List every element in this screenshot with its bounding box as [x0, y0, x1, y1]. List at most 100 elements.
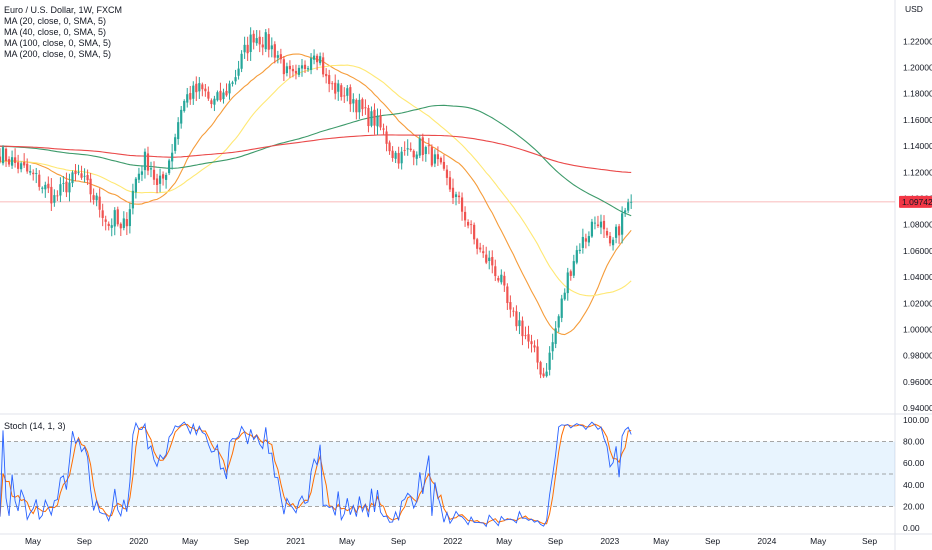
- candle-down: [569, 271, 572, 276]
- candle-down: [503, 275, 506, 286]
- candle-down: [74, 170, 77, 175]
- time-tick-label: May: [25, 536, 42, 546]
- price-tick-label: 1.18000: [903, 89, 932, 99]
- candle-up: [599, 221, 603, 228]
- candle-up: [228, 83, 231, 94]
- candle-up: [611, 239, 615, 246]
- candle-up: [165, 174, 168, 180]
- candle-down: [509, 302, 512, 310]
- candle-down: [460, 197, 464, 212]
- candle-down: [56, 195, 59, 197]
- candle-down: [467, 221, 470, 226]
- candle-down: [47, 183, 50, 189]
- candle-down: [261, 44, 264, 48]
- price-tick-label: 1.04000: [903, 272, 932, 282]
- time-tick-label: 2024: [757, 536, 776, 546]
- candle-down: [282, 59, 285, 75]
- candle-down: [442, 161, 446, 169]
- stoch-tick-label: 40.00: [903, 480, 925, 490]
- candle-up: [1, 147, 5, 164]
- candle-down: [373, 109, 376, 126]
- candle-up: [312, 55, 316, 60]
- candle-up: [319, 56, 322, 64]
- candle-down: [403, 150, 406, 151]
- candle-up: [551, 342, 554, 352]
- candle-up: [575, 250, 578, 263]
- candle-down: [161, 174, 165, 179]
- candle-down: [596, 224, 600, 226]
- candle-down: [210, 100, 213, 105]
- candle-up: [231, 82, 234, 84]
- candle-down: [436, 154, 439, 160]
- time-tick-label: Sep: [548, 536, 563, 546]
- time-tick-label: Sep: [862, 536, 877, 546]
- time-tick-label: May: [810, 536, 827, 546]
- candle-down: [421, 137, 424, 156]
- candle-down: [26, 163, 29, 172]
- candle-up: [177, 122, 180, 140]
- stoch-pane[interactable]: [0, 421, 895, 528]
- time-axis[interactable]: May Sep 2020 May Sep 2021 May Sep 2022 May Sep 2023…: [25, 536, 877, 546]
- candle-up: [128, 209, 131, 227]
- candle-up: [113, 210, 116, 227]
- candle-up: [131, 190, 134, 209]
- candle-down: [349, 87, 352, 105]
- stoch-tick-label: 100.00: [903, 415, 929, 425]
- candle-up: [300, 65, 304, 69]
- candle-up: [180, 109, 183, 124]
- candle-down: [457, 195, 461, 198]
- price-tick-label: 1.20000: [903, 62, 932, 72]
- price-axis[interactable]: 1.22000 1.20000 1.18000 1.16000 1.14000 1.120…: [903, 36, 932, 413]
- price-tick-label: 1.16000: [903, 115, 932, 125]
- candle-up: [83, 175, 86, 177]
- candle-down: [382, 128, 385, 130]
- stoch-tick-label: 80.00: [903, 437, 925, 447]
- time-tick-label: 2023: [600, 536, 619, 546]
- chart-legend: Euro / U.S. Dollar, 1W, FXCM MA (20, clo…: [4, 5, 122, 60]
- candle-down: [288, 65, 292, 70]
- candle-up: [346, 88, 349, 96]
- candle-down: [316, 55, 319, 63]
- candle-down: [530, 341, 533, 345]
- candle-down: [325, 73, 328, 77]
- candle-up: [240, 53, 243, 69]
- candle-up: [590, 221, 594, 237]
- candle-down: [524, 335, 527, 337]
- candle-up: [59, 184, 62, 196]
- candle-up: [149, 168, 153, 170]
- candle-down: [602, 220, 606, 230]
- candle-up: [370, 111, 373, 126]
- candle-down: [536, 346, 539, 363]
- candle-up: [630, 201, 633, 203]
- ma100-legend: MA (100, close, 0, SMA, 5): [4, 38, 112, 48]
- price-tick-label: 1.08000: [903, 220, 932, 230]
- candle-down: [225, 90, 228, 96]
- candle-up: [168, 160, 171, 174]
- candle-up: [276, 55, 279, 58]
- candle-down: [50, 186, 53, 204]
- candle-up: [110, 225, 113, 228]
- time-tick-label: 2022: [443, 536, 462, 546]
- stoch-tick-label: 0.00: [903, 523, 920, 533]
- candle-up: [500, 274, 503, 283]
- candle-up: [572, 261, 575, 276]
- candle-up: [560, 298, 563, 318]
- last-price-label: 1.09742: [902, 197, 932, 207]
- candle-down: [584, 238, 587, 242]
- candle-down: [476, 239, 479, 249]
- candle-up: [627, 202, 630, 211]
- candle-up: [264, 32, 267, 50]
- candle-down: [322, 57, 325, 75]
- candle-down: [515, 311, 518, 327]
- candle-down: [391, 150, 394, 158]
- candle-up: [137, 173, 141, 180]
- candle-up: [140, 171, 144, 175]
- candle-down: [89, 178, 92, 195]
- candle-down: [439, 157, 443, 163]
- candle-down: [521, 320, 524, 337]
- candle-up: [53, 195, 56, 203]
- stoch-axis[interactable]: 100.00 80.00 60.00 40.00 20.00 0.00: [903, 415, 929, 533]
- candle-down: [303, 64, 307, 69]
